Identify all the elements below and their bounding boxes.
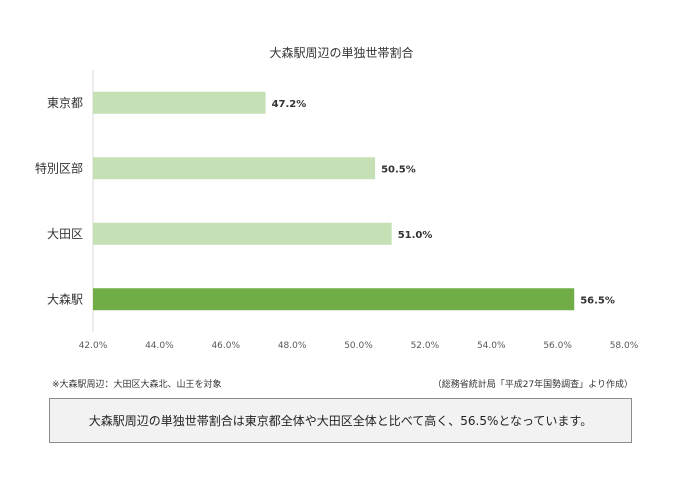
x-tick-label: 46.0%	[211, 341, 240, 351]
data-label: 51.0%	[398, 230, 433, 241]
x-tick-label: 56.0%	[543, 341, 572, 351]
x-tick-label: 54.0%	[477, 341, 506, 351]
bar	[93, 91, 266, 114]
x-tick-label: 48.0%	[278, 341, 307, 351]
category-label: 特別区部	[35, 160, 83, 175]
x-tick-label: 50.0%	[344, 341, 373, 351]
bar	[93, 222, 392, 245]
bar	[93, 157, 376, 180]
footnote-area: ※大森駅周辺：大田区大森北、山王を対象	[52, 380, 222, 390]
category-label: 大田区	[47, 227, 83, 241]
bar	[93, 288, 575, 311]
x-tick-label: 58.0%	[610, 341, 639, 351]
data-label: 47.2%	[272, 99, 307, 110]
category-label: 大森駅	[47, 291, 83, 306]
data-label: 50.5%	[381, 164, 416, 175]
x-tick-label: 52.0%	[411, 341, 440, 351]
summary-box: 大森駅周辺の単独世帯割合は東京都全体や大田区全体と比べて高く、56.5%となって…	[49, 398, 632, 443]
data-label: 56.5%	[580, 295, 615, 306]
source-note: （総務省統計局「平成27年国勢調査」より作成）	[432, 380, 633, 390]
category-label: 東京都	[47, 96, 83, 110]
x-tick-label: 42.0%	[79, 341, 108, 351]
bar-chart: 42.0% 44.0% 46.0% 48.0% 50.0% 52.0% 54.0% 56.0%…	[35, 70, 639, 351]
x-tick-label: 44.0%	[145, 341, 174, 351]
summary-text: 大森駅周辺の単独世帯割合は東京都全体や大田区全体と比べて高く、56.5%となって…	[88, 414, 593, 428]
chart-title: 大森駅周辺の単独世帯割合	[269, 46, 414, 60]
